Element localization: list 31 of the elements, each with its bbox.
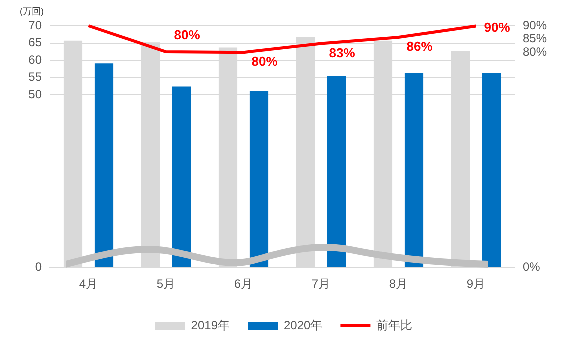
x-tick-label: 6月 (234, 277, 254, 292)
bar (172, 86, 192, 268)
bar (482, 73, 502, 268)
x-tick-label: 5月 (156, 277, 176, 292)
y-tick-label: 0 (35, 260, 42, 274)
x-tick-label: 8月 (389, 277, 408, 292)
bar (404, 73, 424, 268)
y2-tick-label: 0% (523, 260, 541, 274)
legend-label: 前年比 (376, 318, 413, 332)
bar (94, 64, 114, 268)
x-tick-label: 9月 (466, 277, 486, 292)
data-label: 90% (484, 20, 511, 35)
y-tick-label: 50 (28, 87, 42, 102)
y-tick-label: 70 (28, 18, 42, 32)
y-tick-label: 55 (28, 70, 42, 84)
y-tick-label: 65 (28, 36, 42, 50)
y-tick-label: 60 (28, 52, 42, 67)
bar (327, 76, 346, 268)
bar (250, 91, 269, 268)
legend-label: 2020年 (284, 318, 323, 332)
y2-tick-label: 90% (523, 18, 548, 32)
y2-tick-label: 80% (523, 45, 548, 60)
data-label: 86% (406, 39, 434, 54)
legend-label: 2019年 (191, 318, 230, 332)
data-label: 83% (329, 45, 356, 60)
data-label: 80% (252, 54, 278, 70)
y-axis-title: (万回) (20, 6, 44, 16)
y2-tick-label: 85% (523, 32, 548, 46)
x-tick-label: 4月 (79, 277, 98, 292)
data-label: 80% (174, 28, 201, 43)
x-tick-label: 7月 (312, 277, 331, 292)
